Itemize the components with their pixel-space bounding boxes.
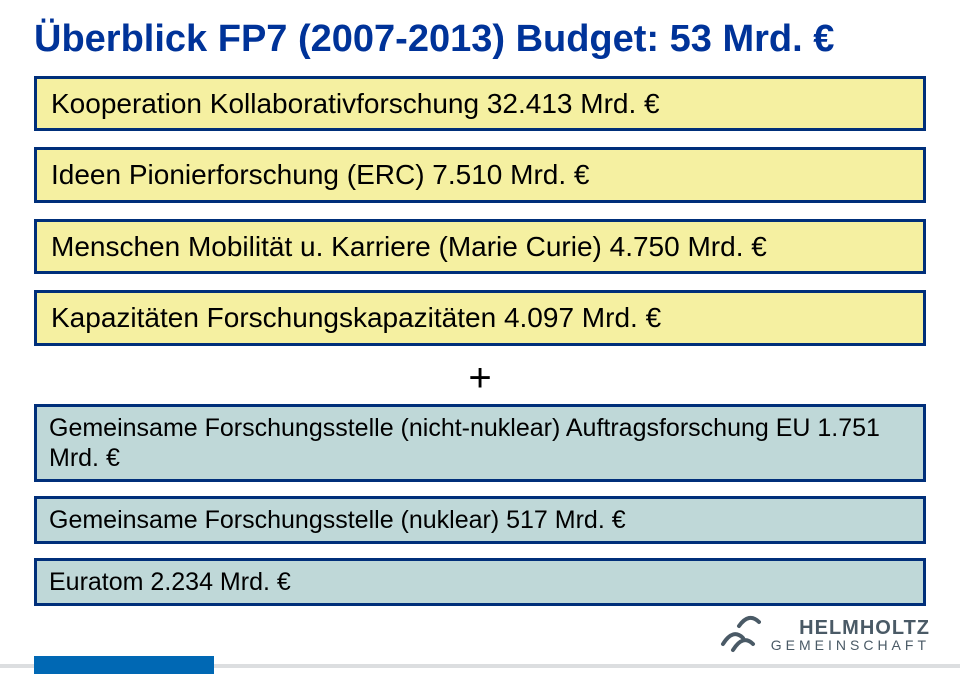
page-title: Überblick FP7 (2007-2013) Budget: 53 Mrd… xyxy=(34,18,926,62)
slide: Überblick FP7 (2007-2013) Budget: 53 Mrd… xyxy=(0,0,960,686)
budget-box-menschen: Menschen Mobilität u. Karriere (Marie Cu… xyxy=(34,219,926,275)
footer-decoration xyxy=(0,616,960,686)
footer-blue-bar xyxy=(34,656,214,674)
budget-box-ideen: Ideen Pionierforschung (ERC) 7.510 Mrd. … xyxy=(34,147,926,203)
budget-box-kapazitaeten: Kapazitäten Forschungskapazitäten 4.097 … xyxy=(34,290,926,346)
budget-box-euratom: Euratom 2.234 Mrd. € xyxy=(34,558,926,606)
plus-separator: + xyxy=(34,358,926,398)
budget-box-kooperation: Kooperation Kollaborativforschung 32.413… xyxy=(34,76,926,132)
budget-box-jrc-nuclear: Gemeinsame Forschungsstelle (nuklear) 51… xyxy=(34,496,926,544)
budget-box-jrc-nonnuclear: Gemeinsame Forschungsstelle (nicht-nukle… xyxy=(34,404,926,482)
